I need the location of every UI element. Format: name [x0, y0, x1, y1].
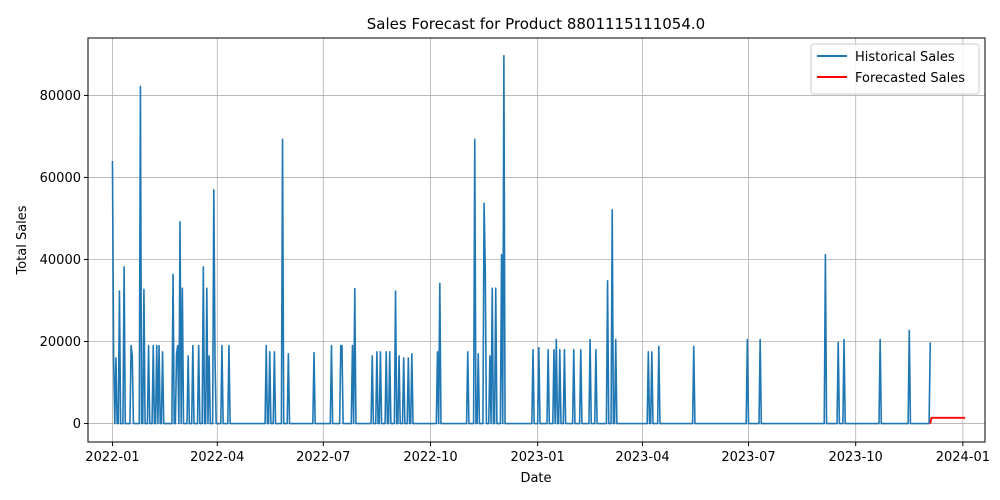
x-tick-label: 2023-07	[721, 450, 775, 465]
x-tick-label: 2022-04	[190, 450, 244, 465]
x-tick-label: 2022-10	[403, 450, 457, 465]
legend-label-forecasted-sales: Forecasted Sales	[855, 71, 965, 86]
x-tick-label: 2023-01	[511, 450, 565, 465]
y-tick-label: 20000	[40, 335, 81, 350]
legend-box	[810, 43, 980, 95]
y-axis: 0 20000 40000 60000 80000	[40, 89, 88, 432]
legend: Historical Sales Forecasted Sales	[810, 43, 980, 95]
y-tick-label: 0	[73, 417, 81, 432]
y-tick-label: 40000	[40, 253, 81, 268]
series-layer	[111, 54, 966, 425]
y-tick-label: 60000	[40, 171, 81, 186]
plot-area	[87, 37, 986, 443]
legend-label-historical-sales: Historical Sales	[855, 50, 955, 65]
x-tick-label: 2024-01	[936, 450, 990, 465]
axes-frame	[87, 37, 986, 443]
x-tick-label: 2023-04	[615, 450, 669, 465]
x-tick-label: 2022-07	[296, 450, 350, 465]
x-axis-label: Date	[520, 471, 551, 486]
x-axis: 2022-01 2022-04 2022-07 2022-10 2023-01 2023-…	[85, 442, 990, 465]
series-historical-sales-line	[111, 54, 932, 425]
x-tick-label: 2022-01	[85, 450, 139, 465]
y-axis-label: Total Sales	[15, 205, 30, 275]
y-tick-label: 80000	[40, 89, 81, 104]
chart-title: Sales Forecast for Product 8801115111054…	[367, 15, 705, 33]
series-forecasted-sales-line	[929, 416, 966, 424]
x-tick-label: 2023-10	[829, 450, 883, 465]
